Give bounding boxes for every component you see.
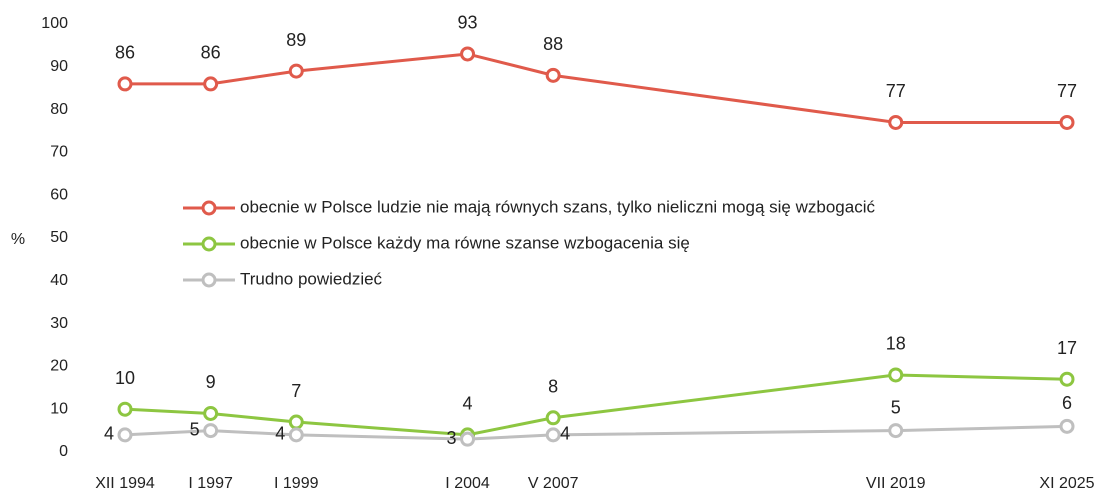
data-label: 4 [463, 394, 473, 414]
data-label: 17 [1057, 338, 1077, 358]
marker [203, 423, 219, 439]
series-line [124, 424, 1068, 441]
data-label: 6 [1062, 393, 1072, 413]
marker [888, 423, 904, 439]
y-tick-label: 30 [50, 315, 68, 332]
marker [1059, 371, 1075, 387]
x-tick-label: I 1997 [188, 475, 233, 492]
marker [1059, 418, 1075, 434]
data-label: 9 [206, 372, 216, 392]
data-label: 5 [891, 397, 901, 417]
data-label: 77 [886, 81, 906, 101]
marker [545, 67, 561, 83]
data-label: 18 [886, 334, 906, 354]
data-label: 77 [1057, 81, 1077, 101]
marker [888, 114, 904, 130]
data-label: 93 [458, 13, 478, 33]
data-label: 4 [104, 424, 114, 444]
data-label: 4 [560, 424, 570, 444]
y-tick-label: 0 [59, 443, 68, 460]
x-tick-label: I 2004 [445, 475, 490, 492]
data-label: 3 [447, 428, 457, 448]
y-tick-label: 50 [50, 229, 68, 246]
marker [460, 431, 476, 447]
legend-marker [201, 272, 217, 288]
data-label: 86 [115, 43, 135, 63]
marker [117, 427, 133, 443]
x-tick-label: V 2007 [528, 475, 579, 492]
x-tick-label: XI 2025 [1039, 475, 1094, 492]
data-label: 86 [201, 43, 221, 63]
data-label: 89 [286, 30, 306, 50]
marker [888, 367, 904, 383]
marker [545, 427, 561, 443]
y-axis-label: % [11, 231, 25, 248]
data-label: 8 [548, 377, 558, 397]
legend-marker [201, 200, 217, 216]
marker [117, 401, 133, 417]
y-tick-label: 80 [50, 101, 68, 118]
x-tick-label: XII 1994 [95, 475, 155, 492]
marker [288, 427, 304, 443]
data-label: 88 [543, 34, 563, 54]
data-label: 5 [190, 419, 200, 439]
y-tick-label: 20 [50, 358, 68, 375]
marker [203, 76, 219, 92]
legend-label: obecnie w Polsce każdy ma równe szanse w… [240, 233, 690, 252]
y-tick-label: 100 [41, 15, 68, 32]
y-tick-label: 90 [50, 58, 68, 75]
y-tick-label: 10 [50, 400, 68, 417]
legend-label: obecnie w Polsce ludzie nie mają równych… [240, 197, 875, 216]
marker [545, 410, 561, 426]
marker [460, 46, 476, 62]
y-tick-label: 40 [50, 272, 68, 289]
legend-marker [201, 236, 217, 252]
y-tick-label: 60 [50, 186, 68, 203]
y-tick-label: 70 [50, 144, 68, 161]
data-label: 10 [115, 368, 135, 388]
marker [117, 76, 133, 92]
marker [203, 405, 219, 421]
x-tick-label: I 1999 [274, 475, 319, 492]
x-tick-label: VII 2019 [866, 475, 926, 492]
legend-label: Trudno powiedzieć [240, 269, 383, 288]
marker [1059, 114, 1075, 130]
series-line [124, 373, 1068, 437]
data-label: 7 [291, 381, 301, 401]
data-label: 4 [275, 424, 285, 444]
series-line [125, 52, 1067, 124]
marker [288, 414, 304, 430]
marker [288, 63, 304, 79]
